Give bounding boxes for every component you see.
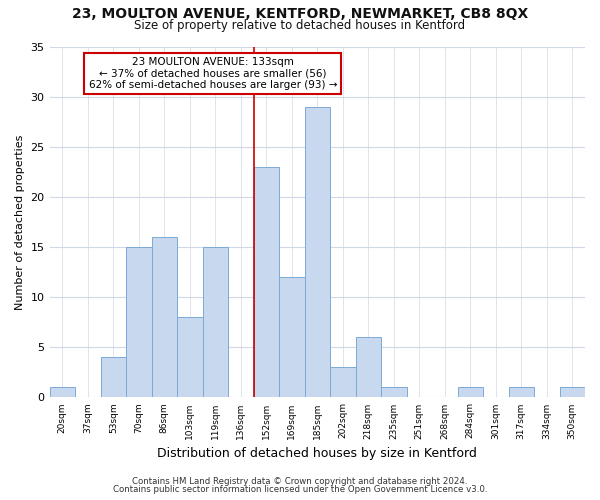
Bar <box>356 338 381 398</box>
Bar <box>509 388 534 398</box>
Bar <box>279 277 305 398</box>
Bar <box>126 247 152 398</box>
Text: Contains public sector information licensed under the Open Government Licence v3: Contains public sector information licen… <box>113 485 487 494</box>
Bar <box>203 247 228 398</box>
Bar <box>50 388 75 398</box>
Text: Contains HM Land Registry data © Crown copyright and database right 2024.: Contains HM Land Registry data © Crown c… <box>132 477 468 486</box>
Bar <box>305 106 330 398</box>
Bar <box>101 358 126 398</box>
Bar <box>254 167 279 398</box>
Bar <box>152 237 177 398</box>
Bar <box>330 368 356 398</box>
Y-axis label: Number of detached properties: Number of detached properties <box>15 134 25 310</box>
Bar <box>381 388 407 398</box>
Bar <box>560 388 585 398</box>
Bar <box>458 388 483 398</box>
Text: 23 MOULTON AVENUE: 133sqm
← 37% of detached houses are smaller (56)
62% of semi-: 23 MOULTON AVENUE: 133sqm ← 37% of detac… <box>89 57 337 90</box>
X-axis label: Distribution of detached houses by size in Kentford: Distribution of detached houses by size … <box>157 447 477 460</box>
Text: 23, MOULTON AVENUE, KENTFORD, NEWMARKET, CB8 8QX: 23, MOULTON AVENUE, KENTFORD, NEWMARKET,… <box>72 8 528 22</box>
Text: Size of property relative to detached houses in Kentford: Size of property relative to detached ho… <box>134 19 466 32</box>
Bar <box>177 317 203 398</box>
